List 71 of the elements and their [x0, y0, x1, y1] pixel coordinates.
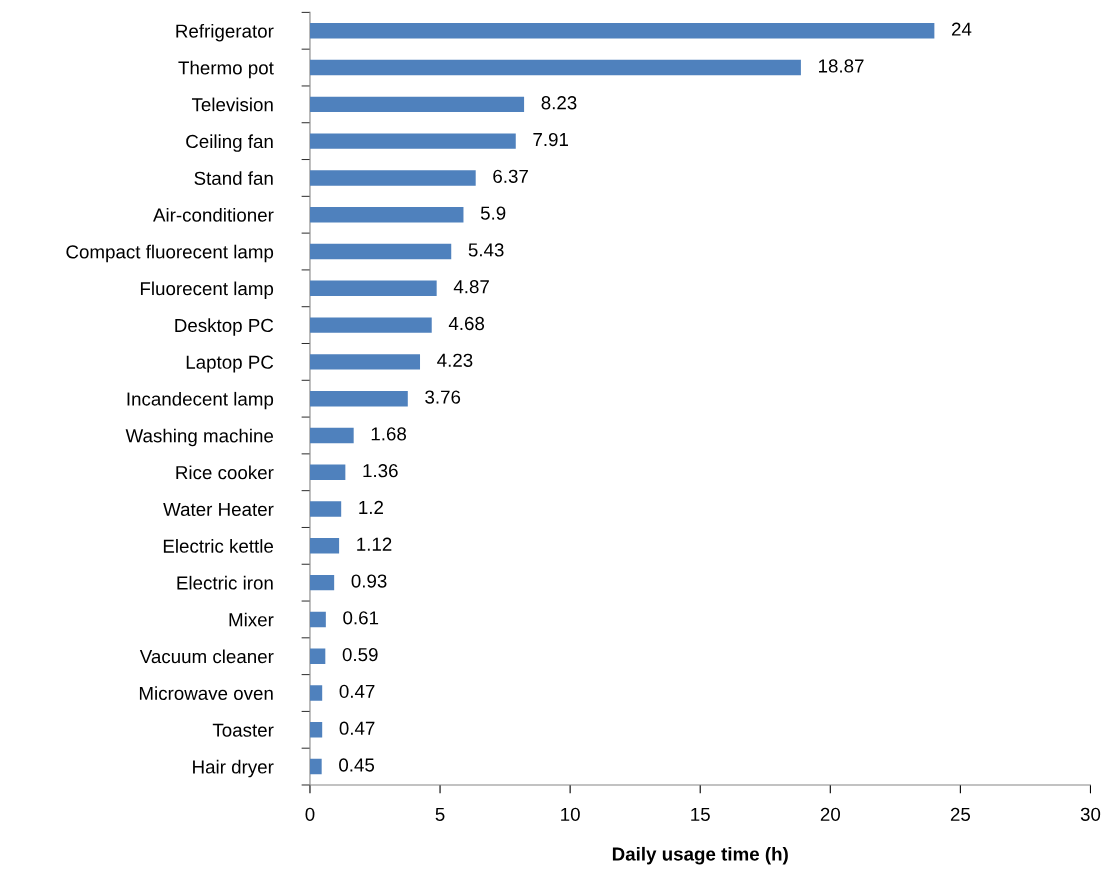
data-label: 3.76	[425, 390, 461, 404]
bar	[309, 133, 516, 149]
bar	[309, 722, 323, 738]
y-tick-label: Laptop PC	[186, 355, 274, 373]
bar	[309, 427, 354, 444]
x-tick-label: 30	[1080, 807, 1101, 821]
y-tick-label: Microwave oven	[139, 686, 273, 700]
y-tick-label: Toaster	[212, 723, 274, 737]
bar	[309, 501, 342, 517]
bar	[309, 280, 437, 297]
y-tick-label: Stand fan	[194, 171, 273, 185]
y-tick-label: Refrigerator	[176, 23, 274, 42]
y-tick-label: Television	[191, 97, 273, 112]
bar	[309, 317, 432, 333]
x-tick-label: 20	[820, 807, 840, 821]
y-tick-label: Hair dryer	[193, 759, 274, 778]
y-tick-label: Incandecent lamp	[127, 391, 274, 410]
y-tick-label: Thermo pot	[178, 60, 274, 79]
bar	[309, 611, 326, 628]
data-label: 0.45	[339, 758, 375, 772]
bar	[309, 170, 476, 186]
x-tick-label: 10	[561, 807, 580, 821]
y-tick-label: Rice cooker	[176, 465, 274, 480]
y-tick-label: Electric kettle	[163, 539, 274, 553]
y-tick-label: Fluorecent lamp	[140, 281, 274, 299]
bar	[309, 685, 323, 701]
data-label: 0.93	[351, 574, 387, 588]
data-label: 8.23	[541, 96, 577, 110]
bar	[309, 390, 408, 407]
y-tick-label: Ceiling fan	[186, 134, 273, 152]
data-label: 4.68	[448, 316, 485, 331]
data-label: 1.12	[357, 537, 392, 551]
data-label: 7.91	[533, 132, 569, 147]
bar	[309, 574, 335, 591]
y-tick-label: Vacuum cleaner	[139, 649, 274, 664]
data-label: 0.59	[342, 647, 378, 662]
y-tick-label: Washing machine	[125, 428, 274, 447]
data-label: 1.2	[359, 500, 383, 514]
data-label: 0.61	[343, 611, 379, 625]
bar	[309, 59, 801, 76]
x-axis-title: Daily usage time (h)	[612, 846, 788, 865]
y-tick-label: Air-conditioner	[153, 207, 274, 222]
y-tick-label: Electric iron	[177, 575, 273, 590]
data-label: 0.47	[339, 684, 375, 699]
bar	[309, 354, 421, 370]
data-label: 4.23	[437, 353, 473, 367]
data-label: 24	[951, 22, 972, 36]
bar	[309, 23, 935, 39]
bar	[309, 207, 464, 223]
data-label: 5.43	[468, 243, 504, 257]
data-label: 1.68	[371, 427, 407, 441]
data-label: 6.37	[493, 169, 528, 183]
data-label: 1.36	[363, 464, 398, 478]
data-label: 18.87	[819, 59, 864, 73]
y-tick-label: Desktop PC	[175, 318, 274, 336]
x-tick-label: 25	[950, 807, 971, 821]
bar	[309, 648, 326, 664]
bar	[309, 538, 340, 554]
bar	[309, 243, 452, 260]
x-tick-label: 0	[305, 807, 315, 821]
data-label: 5.9	[480, 206, 506, 220]
x-tick-label: 15	[691, 807, 710, 821]
y-tick-label: Water Heater	[163, 502, 274, 517]
bar	[309, 758, 322, 775]
x-tick-label: 5	[435, 807, 445, 821]
y-tick-label: Compact fluorecent lamp	[66, 244, 274, 263]
bar	[309, 464, 346, 480]
y-tick-label: Mixer	[229, 612, 274, 627]
data-label: 4.87	[453, 280, 489, 294]
bar	[309, 96, 525, 113]
data-label: 0.47	[339, 721, 375, 735]
